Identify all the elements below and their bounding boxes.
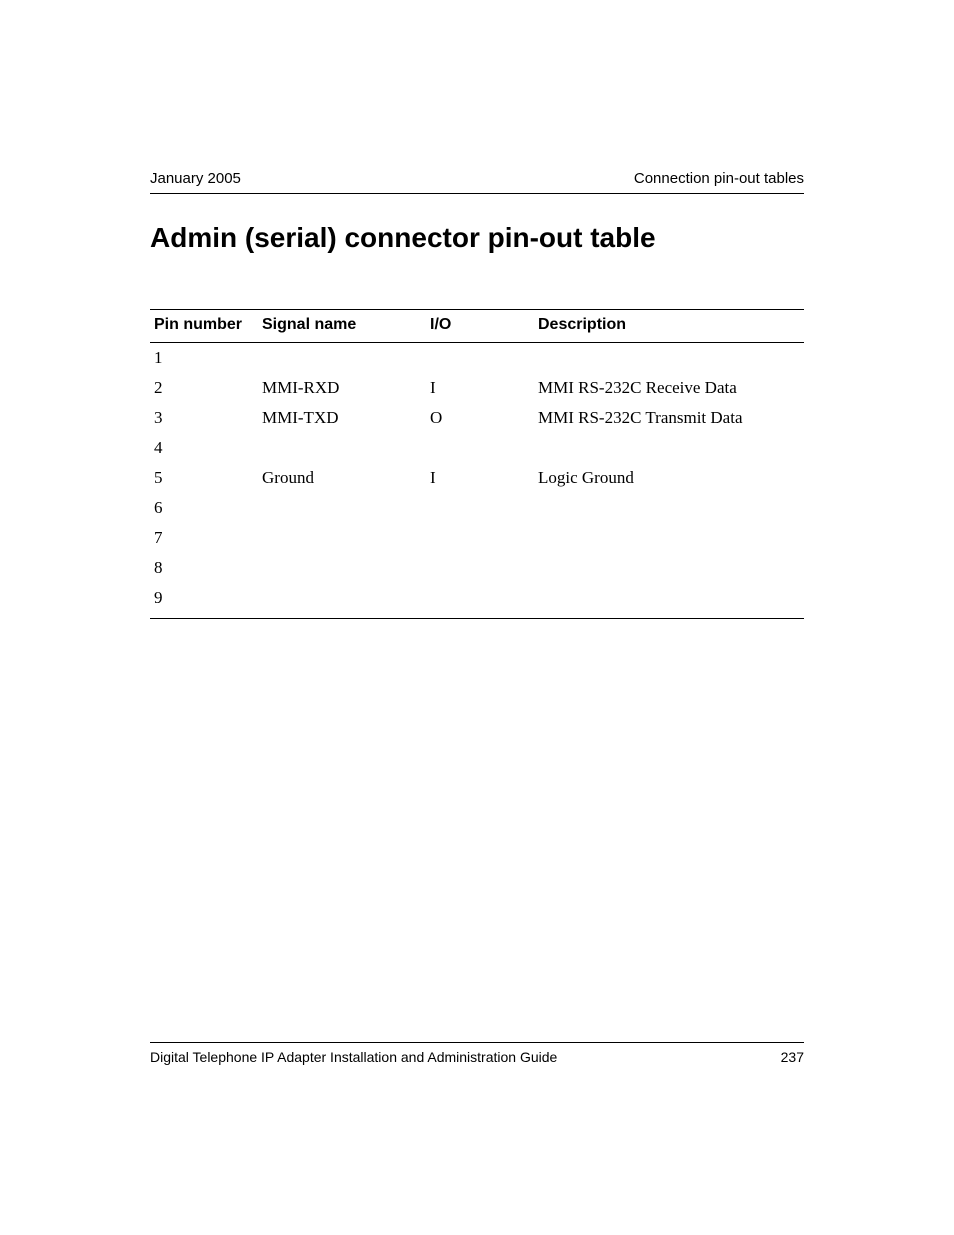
footer-title: Digital Telephone IP Adapter Installatio… bbox=[150, 1049, 557, 1065]
cell-description bbox=[534, 493, 804, 523]
running-head: January 2005 Connection pin-out tables bbox=[150, 170, 804, 194]
table-row: 4 bbox=[150, 433, 804, 463]
cell-pin: 5 bbox=[150, 463, 258, 493]
cell-pin: 6 bbox=[150, 493, 258, 523]
cell-signal bbox=[258, 433, 426, 463]
cell-io bbox=[426, 493, 534, 523]
cell-description bbox=[534, 523, 804, 553]
col-header-description: Description bbox=[534, 310, 804, 343]
table-row: 6 bbox=[150, 493, 804, 523]
table-row: 5GroundILogic Ground bbox=[150, 463, 804, 493]
cell-description: MMI RS-232C Receive Data bbox=[534, 373, 804, 403]
cell-io bbox=[426, 523, 534, 553]
cell-description: Logic Ground bbox=[534, 463, 804, 493]
cell-pin: 3 bbox=[150, 403, 258, 433]
cell-io bbox=[426, 433, 534, 463]
cell-signal bbox=[258, 523, 426, 553]
page-title: Admin (serial) connector pin-out table bbox=[150, 222, 804, 254]
header-section: Connection pin-out tables bbox=[634, 170, 804, 187]
cell-signal bbox=[258, 553, 426, 583]
footer-page-number: 237 bbox=[781, 1049, 804, 1065]
cell-description bbox=[534, 553, 804, 583]
table-row: 2MMI-RXDIMMI RS-232C Receive Data bbox=[150, 373, 804, 403]
cell-signal: Ground bbox=[258, 463, 426, 493]
cell-pin: 1 bbox=[150, 343, 258, 374]
cell-signal bbox=[258, 343, 426, 374]
cell-io bbox=[426, 553, 534, 583]
table-row: 9 bbox=[150, 583, 804, 619]
cell-description: MMI RS-232C Transmit Data bbox=[534, 403, 804, 433]
cell-pin: 9 bbox=[150, 583, 258, 619]
table-row: 7 bbox=[150, 523, 804, 553]
cell-signal bbox=[258, 493, 426, 523]
cell-pin: 4 bbox=[150, 433, 258, 463]
cell-description bbox=[534, 433, 804, 463]
col-header-io: I/O bbox=[426, 310, 534, 343]
cell-signal: MMI-TXD bbox=[258, 403, 426, 433]
cell-io: I bbox=[426, 373, 534, 403]
cell-io: I bbox=[426, 463, 534, 493]
table-header-row: Pin number Signal name I/O Description bbox=[150, 310, 804, 343]
col-header-signal: Signal name bbox=[258, 310, 426, 343]
page: January 2005 Connection pin-out tables A… bbox=[0, 0, 954, 1235]
cell-pin: 7 bbox=[150, 523, 258, 553]
table-row: 3MMI-TXDOMMI RS-232C Transmit Data bbox=[150, 403, 804, 433]
cell-io bbox=[426, 583, 534, 619]
table-row: 1 bbox=[150, 343, 804, 374]
table-row: 8 bbox=[150, 553, 804, 583]
cell-pin: 8 bbox=[150, 553, 258, 583]
cell-signal bbox=[258, 583, 426, 619]
cell-io bbox=[426, 343, 534, 374]
pinout-table: Pin number Signal name I/O Description 1… bbox=[150, 309, 804, 619]
cell-io: O bbox=[426, 403, 534, 433]
cell-description bbox=[534, 583, 804, 619]
footer: Digital Telephone IP Adapter Installatio… bbox=[150, 1042, 804, 1065]
header-date: January 2005 bbox=[150, 170, 241, 187]
col-header-pin: Pin number bbox=[150, 310, 258, 343]
cell-signal: MMI-RXD bbox=[258, 373, 426, 403]
cell-description bbox=[534, 343, 804, 374]
cell-pin: 2 bbox=[150, 373, 258, 403]
